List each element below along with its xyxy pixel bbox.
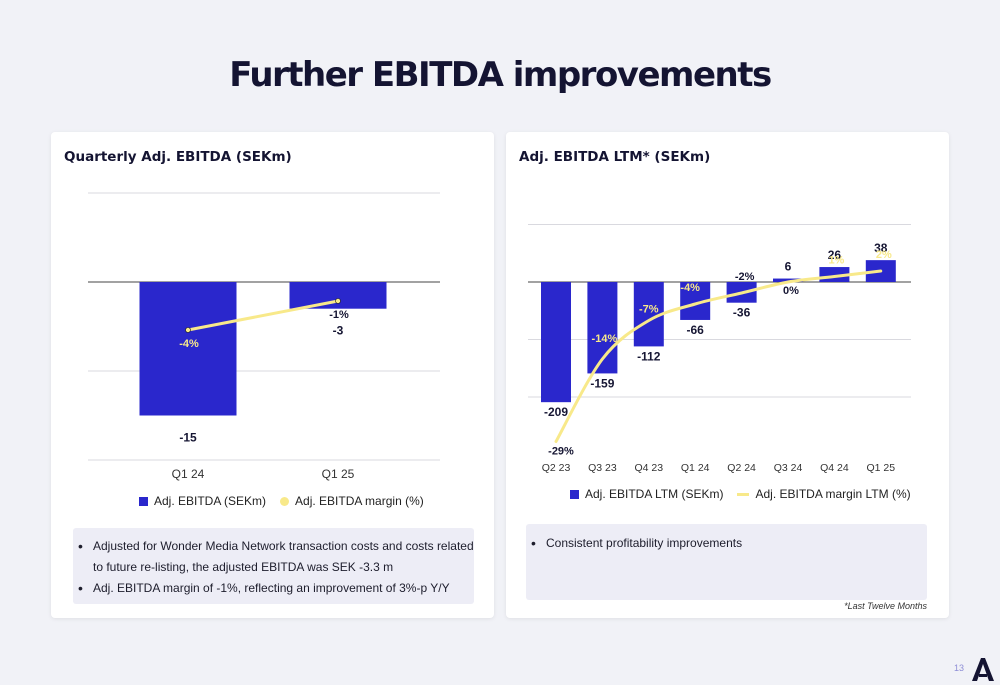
category-label: Q1 24	[172, 467, 205, 481]
bar-value-label: -36	[733, 306, 751, 320]
margin-label: -29%	[548, 446, 574, 458]
legend-bar-label: Adj. EBITDA (SEKm)	[154, 494, 267, 508]
left-notes: Adjusted for Wonder Media Network transa…	[73, 528, 474, 604]
company-logo-icon	[972, 658, 994, 681]
margin-label: 2%	[876, 249, 892, 261]
bar-q3-24	[773, 278, 803, 282]
quarterly-ebitda-chart: -15 Q1 24 -3 Q1 25 -4% -1%	[88, 192, 440, 481]
category-label: Q1 25	[322, 467, 355, 481]
bar-value-label: -66	[687, 323, 705, 337]
bar-q1-25	[289, 282, 387, 309]
bar-swatch-icon	[139, 496, 148, 506]
quarterly-ebitda-card: Quarterly Adj. EBITDA (SEKm) -15 Q1 24 -3 Q…	[51, 132, 494, 618]
line-swatch-icon	[280, 496, 290, 506]
page-number: 13	[953, 663, 964, 673]
category-label: Q4 23	[634, 462, 663, 474]
right-bullet-1: Consistent profitability improvements	[526, 533, 927, 554]
bar-value-label: 26	[828, 248, 842, 262]
margin-point	[185, 327, 191, 333]
bar-value-label: 38	[874, 241, 888, 255]
category-label: Q3 24	[774, 462, 803, 474]
bar-value-label: -3	[333, 324, 344, 338]
bar-q2-23	[541, 282, 571, 403]
margin-label: -14%	[592, 333, 618, 345]
left-bullet-1: Adjusted for Wonder Media Network transa…	[73, 536, 474, 578]
margin-label: -2%	[735, 271, 755, 283]
legend-line-label: Adj. EBITDA margin (%)	[295, 494, 424, 508]
margin-label: 0%	[783, 285, 799, 297]
legend-bar-label: Adj. EBITDA LTM (SEKm)	[585, 487, 724, 501]
bar-q1-24	[139, 282, 237, 416]
ltm-ebitda-chart: -209 Q2 23 -159 Q3 23 -112 Q4 23 -66 Q1 24 -36 Q2…	[528, 224, 911, 474]
margin-line	[554, 269, 883, 443]
legend-line-label: Adj. EBITDA margin LTM (%)	[755, 487, 911, 501]
margin-label: -4%	[680, 282, 700, 294]
category-label: Q4 24	[820, 462, 849, 474]
margin-label: -1%	[329, 309, 349, 321]
left-chart-title: Quarterly Adj. EBITDA (SEKm)	[64, 149, 292, 165]
margin-label: -7%	[639, 304, 659, 316]
margin-line	[186, 299, 340, 332]
category-label: Q1 25	[866, 462, 895, 474]
page-title: Further EBITDA improvements	[229, 55, 772, 95]
footnote: *Last Twelve Months	[844, 601, 927, 611]
bar-swatch-icon	[570, 489, 579, 499]
category-label: Q3 23	[588, 462, 617, 474]
bar-value-label: -112	[637, 349, 661, 363]
bar-value-label: -209	[544, 405, 568, 419]
right-notes: Consistent profitability improvements	[526, 524, 927, 600]
right-chart-title: Adj. EBITDA LTM* (SEKm)	[519, 149, 711, 165]
ltm-ebitda-card: Adj. EBITDA LTM* (SEKm) -209 Q2 23 -159 Q3 …	[506, 132, 949, 618]
left-legend: Adj. EBITDA (SEKm) Adj. EBITDA margin (%…	[139, 494, 424, 508]
bar-value-label: -15	[179, 431, 197, 445]
bar-value-label: -159	[590, 376, 614, 390]
bar-value-label: 6	[785, 260, 792, 274]
category-label: Q2 23	[542, 462, 571, 474]
right-legend: Adj. EBITDA LTM (SEKm) Adj. EBITDA margi…	[570, 487, 911, 501]
margin-point	[335, 298, 341, 304]
category-label: Q1 24	[681, 462, 710, 474]
category-label: Q2 24	[727, 462, 756, 474]
margin-label: 1%	[828, 255, 844, 267]
margin-label: -4%	[179, 338, 199, 350]
line-swatch-icon	[737, 492, 750, 496]
left-bullet-2: Adj. EBITDA margin of -1%, reflecting an…	[73, 578, 474, 599]
